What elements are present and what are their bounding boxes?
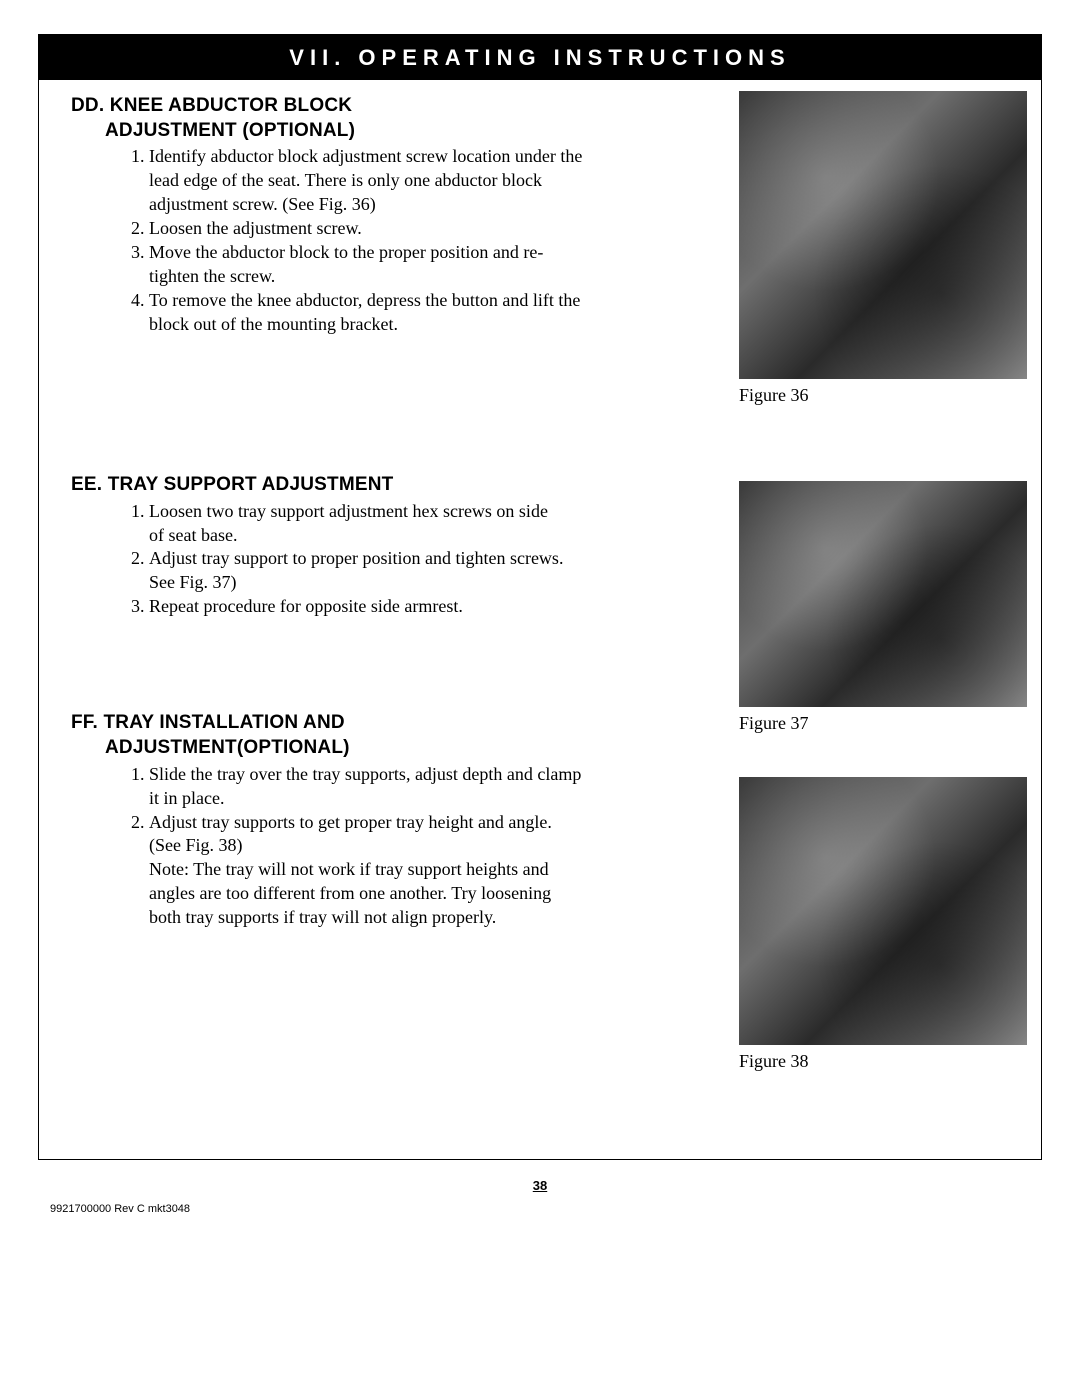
section-ff-steps: Slide the tray over the tray supports, a… [71,763,591,931]
section-ff-title-line1: FF. TRAY INSTALLATION AND [71,712,345,733]
list-item: Adjust tray support to proper position a… [149,547,571,595]
list-item: Move the abductor block to the proper po… [149,241,591,289]
figure-36-image [739,91,1027,379]
page-number: 38 [38,1178,1042,1193]
figure-36-caption: Figure 36 [739,385,1027,406]
section-dd-steps: Identify abductor block adjustment screw… [71,145,591,337]
list-item: To remove the knee abductor, depress the… [149,289,591,337]
doc-footer: 9921700000 Rev C mkt3048 [50,1203,1042,1215]
list-item: Loosen two tray support adjustment hex s… [149,500,571,548]
list-item: Slide the tray over the tray supports, a… [149,763,591,811]
figure-38: Figure 38 [739,777,1027,1072]
list-item: Repeat procedure for opposite side armre… [149,595,571,619]
section-ff-title-line2: ADJUSTMENT(OPTIONAL) [71,736,1027,761]
figure-38-image [739,777,1027,1045]
page-frame: VII. OPERATING INSTRUCTIONS DD. KNEE ABD… [38,34,1042,1160]
list-item: Identify abductor block adjustment screw… [149,145,591,217]
section-banner: VII. OPERATING INSTRUCTIONS [39,35,1041,80]
figure-38-caption: Figure 38 [739,1051,1027,1072]
figure-36: Figure 36 [739,91,1027,406]
figure-37-image [739,481,1027,707]
figure-37: Figure 37 [739,481,1027,734]
manual-page: VII. OPERATING INSTRUCTIONS DD. KNEE ABD… [0,0,1080,1397]
list-item: Loosen the adjustment screw. [149,217,591,241]
list-item: Adjust tray supports to get proper tray … [149,811,591,931]
section-dd-title-line1: DD. KNEE ABDUCTOR BLOCK [71,95,352,116]
figure-37-caption: Figure 37 [739,713,1027,734]
section-ee-steps: Loosen two tray support adjustment hex s… [71,500,571,620]
